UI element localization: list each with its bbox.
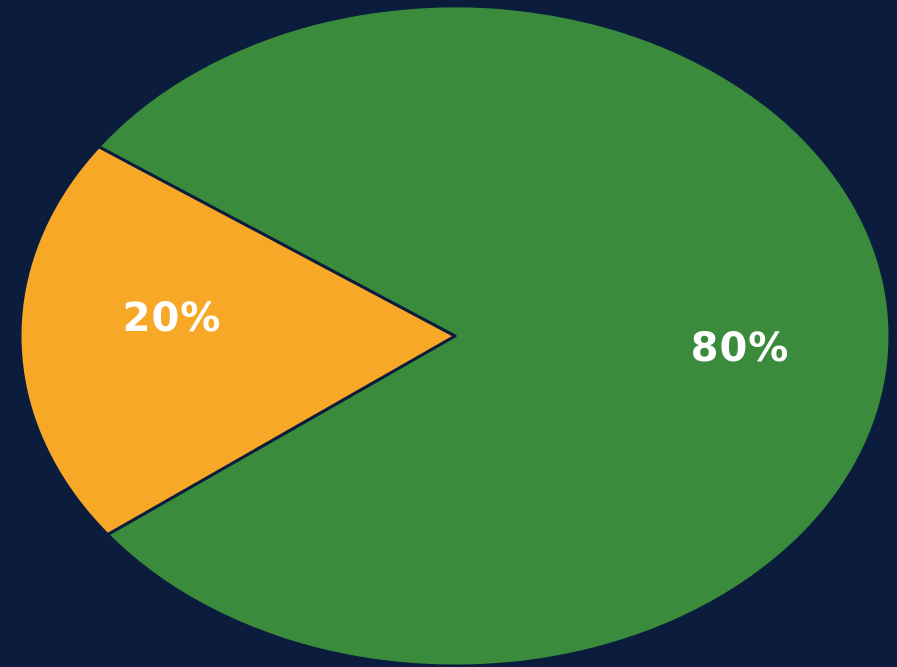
pie-label-minor: 20%: [123, 295, 222, 341]
pie-slice-minor: [18, 145, 457, 537]
pie-label-major: 80%: [691, 325, 790, 371]
pie-slices: [18, 4, 892, 667]
pie-labels: 80% 20%: [123, 295, 790, 371]
pie-slice-major: [97, 4, 892, 667]
